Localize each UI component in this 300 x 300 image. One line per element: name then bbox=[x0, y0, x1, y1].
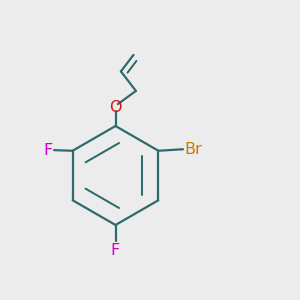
Text: Br: Br bbox=[184, 142, 202, 157]
Text: O: O bbox=[109, 100, 122, 115]
Text: F: F bbox=[111, 243, 120, 258]
Text: F: F bbox=[43, 143, 52, 158]
